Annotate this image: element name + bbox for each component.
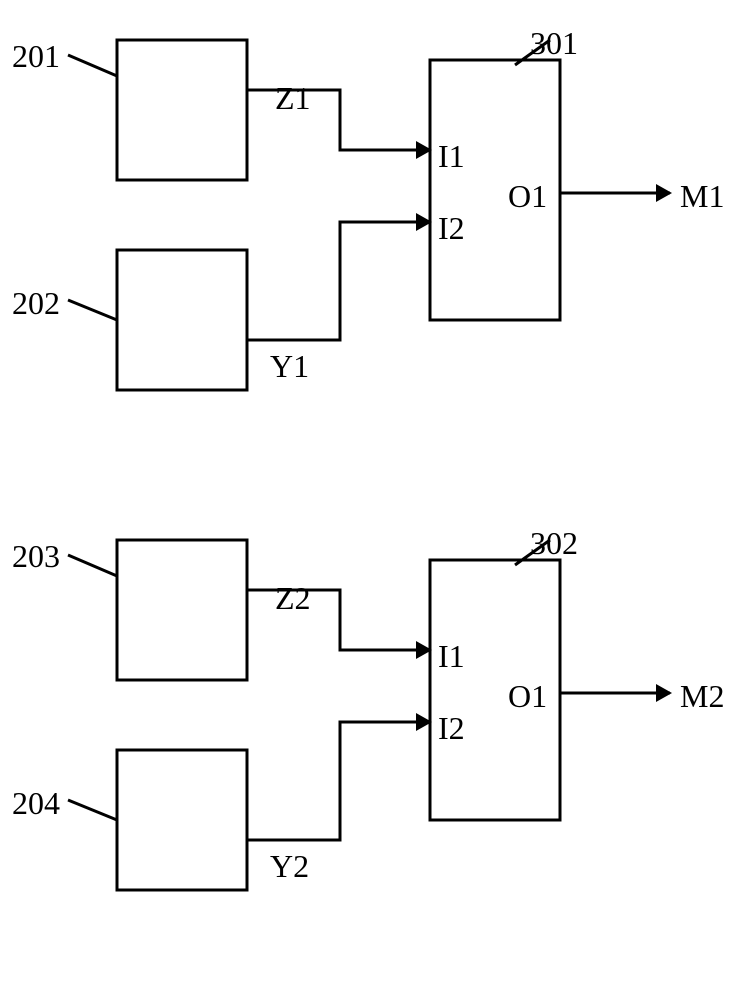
block-202 <box>117 250 247 390</box>
leader-204 <box>68 800 117 820</box>
leader-201 <box>68 55 117 76</box>
output-M1-label: M1 <box>680 178 724 215</box>
output-M2-label: M2 <box>680 678 724 715</box>
signal-Y2-label: Y2 <box>270 848 309 885</box>
leader-202 <box>68 300 117 320</box>
port-I1-bot-label: I1 <box>438 638 465 675</box>
diagram-svg <box>0 0 750 1000</box>
ref-301-label: 301 <box>530 25 578 62</box>
ref-302-label: 302 <box>530 525 578 562</box>
ref-202-label: 202 <box>12 285 60 322</box>
port-I1-top-label: I1 <box>438 138 465 175</box>
signal-Z1-label: Z1 <box>275 80 311 117</box>
wire-Y2 <box>247 722 430 840</box>
block-203 <box>117 540 247 680</box>
block-diagram: 201 202 301 203 204 302 Z1 Y1 I1 I2 O1 M… <box>0 0 750 1000</box>
wire-Y1 <box>247 222 430 340</box>
leader-203 <box>68 555 117 576</box>
signal-Y1-label: Y1 <box>270 348 309 385</box>
block-204 <box>117 750 247 890</box>
ref-203-label: 203 <box>12 538 60 575</box>
port-O1-top-label: O1 <box>508 178 547 215</box>
ref-201-label: 201 <box>12 38 60 75</box>
block-201 <box>117 40 247 180</box>
port-I2-top-label: I2 <box>438 210 465 247</box>
ref-204-label: 204 <box>12 785 60 822</box>
signal-Z2-label: Z2 <box>275 580 311 617</box>
port-O1-bot-label: O1 <box>508 678 547 715</box>
port-I2-bot-label: I2 <box>438 710 465 747</box>
